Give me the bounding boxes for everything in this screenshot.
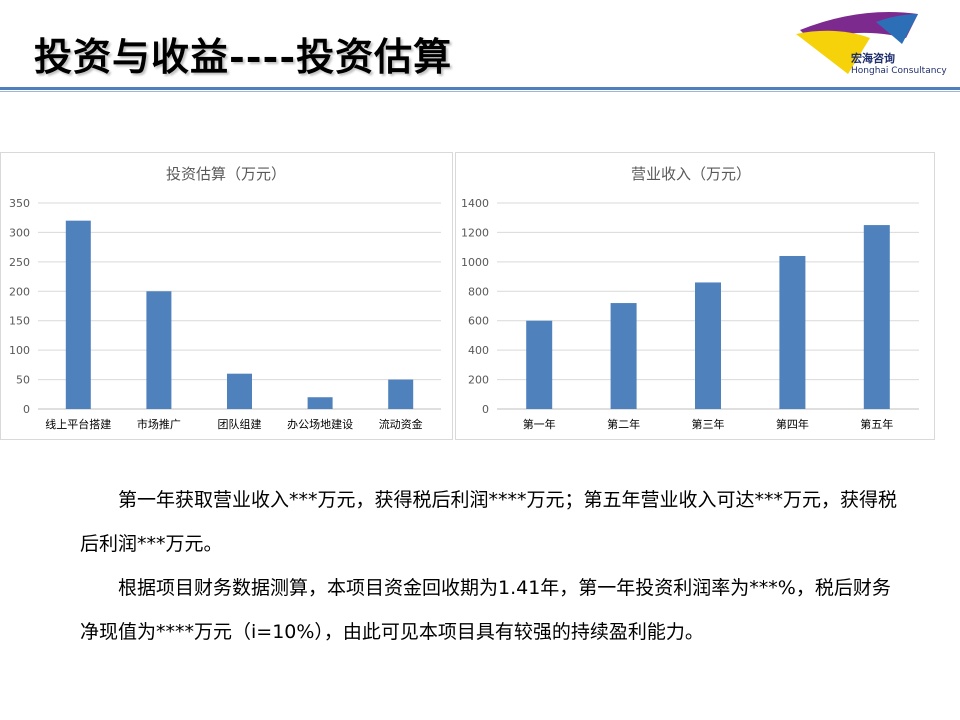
revenue-chart-panel: 营业收入（万元） 0 200 400 600 800 1000 1200 1400 第一年 第二年 第… xyxy=(455,152,935,440)
chart-title: 营业收入（万元） xyxy=(631,165,751,183)
y-tick-label: 350 xyxy=(9,197,30,210)
y-tick-label: 600 xyxy=(468,315,489,328)
paragraph-revenue-text: 第一年获取营业收入***万元，获得税后利润****万元；第五年营业收入可达***… xyxy=(80,489,898,555)
y-tick-label: 200 xyxy=(468,374,489,387)
x-tick-label: 线上平台搭建 xyxy=(45,417,111,431)
x-tick-label: 办公场地建设 xyxy=(287,417,353,431)
y-tick-label: 100 xyxy=(9,344,30,357)
logo-name-cn: 宏海咨询 xyxy=(851,52,895,65)
x-tick-label: 流动资金 xyxy=(379,417,423,431)
honghai-logo-icon xyxy=(796,12,918,74)
y-tick-label: 250 xyxy=(9,256,30,269)
y-tick-label: 150 xyxy=(9,315,30,328)
x-tick-label: 第五年 xyxy=(860,417,893,431)
investment-estimate-chart: 投资估算（万元） 0 50 100 150 200 250 300 350 线上平台搭建 市场推广 团… xyxy=(9,165,441,431)
y-tick-label: 0 xyxy=(482,403,489,416)
bar xyxy=(65,220,91,409)
logo-blue-swoosh xyxy=(876,14,918,44)
header-divider-thin xyxy=(0,91,960,92)
header-divider xyxy=(0,87,960,90)
logo-yellow-wedge xyxy=(796,30,870,74)
y-tick-label: 400 xyxy=(468,344,489,357)
paragraph-financial-text: 根据项目财务数据测算，本项目资金回收期为1.41年，第一年投资利润率为***%，… xyxy=(80,577,891,643)
paragraph-revenue-summary: 第一年获取营业收入***万元，获得税后利润****万元；第五年营业收入可达***… xyxy=(80,478,900,566)
bar xyxy=(695,282,721,409)
revenue-chart: 营业收入（万元） 0 200 400 600 800 1000 1200 1400 第一年 第二年 第… xyxy=(461,165,919,431)
bar xyxy=(779,255,806,409)
chart-title: 投资估算（万元） xyxy=(166,165,286,183)
x-tick-label: 第三年 xyxy=(692,417,725,431)
y-tick-label: 200 xyxy=(9,285,30,298)
bar xyxy=(388,379,414,409)
bar xyxy=(146,291,172,409)
bar xyxy=(526,320,553,409)
paragraph-financial-analysis: 根据项目财务数据测算，本项目资金回收期为1.41年，第一年投资利润率为***%，… xyxy=(80,566,900,654)
logo-name-en: Honghai Consultancy xyxy=(851,66,947,76)
bar xyxy=(307,397,333,409)
bar xyxy=(610,303,637,409)
bar xyxy=(227,373,252,409)
x-tick-label: 团队组建 xyxy=(218,417,262,431)
y-tick-label: 50 xyxy=(16,374,30,387)
x-tick-label: 市场推广 xyxy=(137,417,181,431)
y-tick-label: 0 xyxy=(23,403,30,416)
page-title: 投资与收益----投资估算 xyxy=(34,34,453,79)
x-tick-label: 第一年 xyxy=(523,417,556,431)
y-tick-label: 300 xyxy=(9,226,30,239)
y-tick-label: 800 xyxy=(468,285,489,298)
y-tick-label: 1000 xyxy=(461,256,489,269)
y-tick-label: 1200 xyxy=(461,226,489,239)
investment-chart-panel: 投资估算（万元） 0 50 100 150 200 250 300 350 线上平台搭建 市场推广 团… xyxy=(0,152,453,440)
x-tick-label: 第四年 xyxy=(776,417,809,431)
y-tick-label: 1400 xyxy=(461,197,489,210)
bar xyxy=(863,225,890,409)
x-tick-label: 第二年 xyxy=(607,417,640,431)
